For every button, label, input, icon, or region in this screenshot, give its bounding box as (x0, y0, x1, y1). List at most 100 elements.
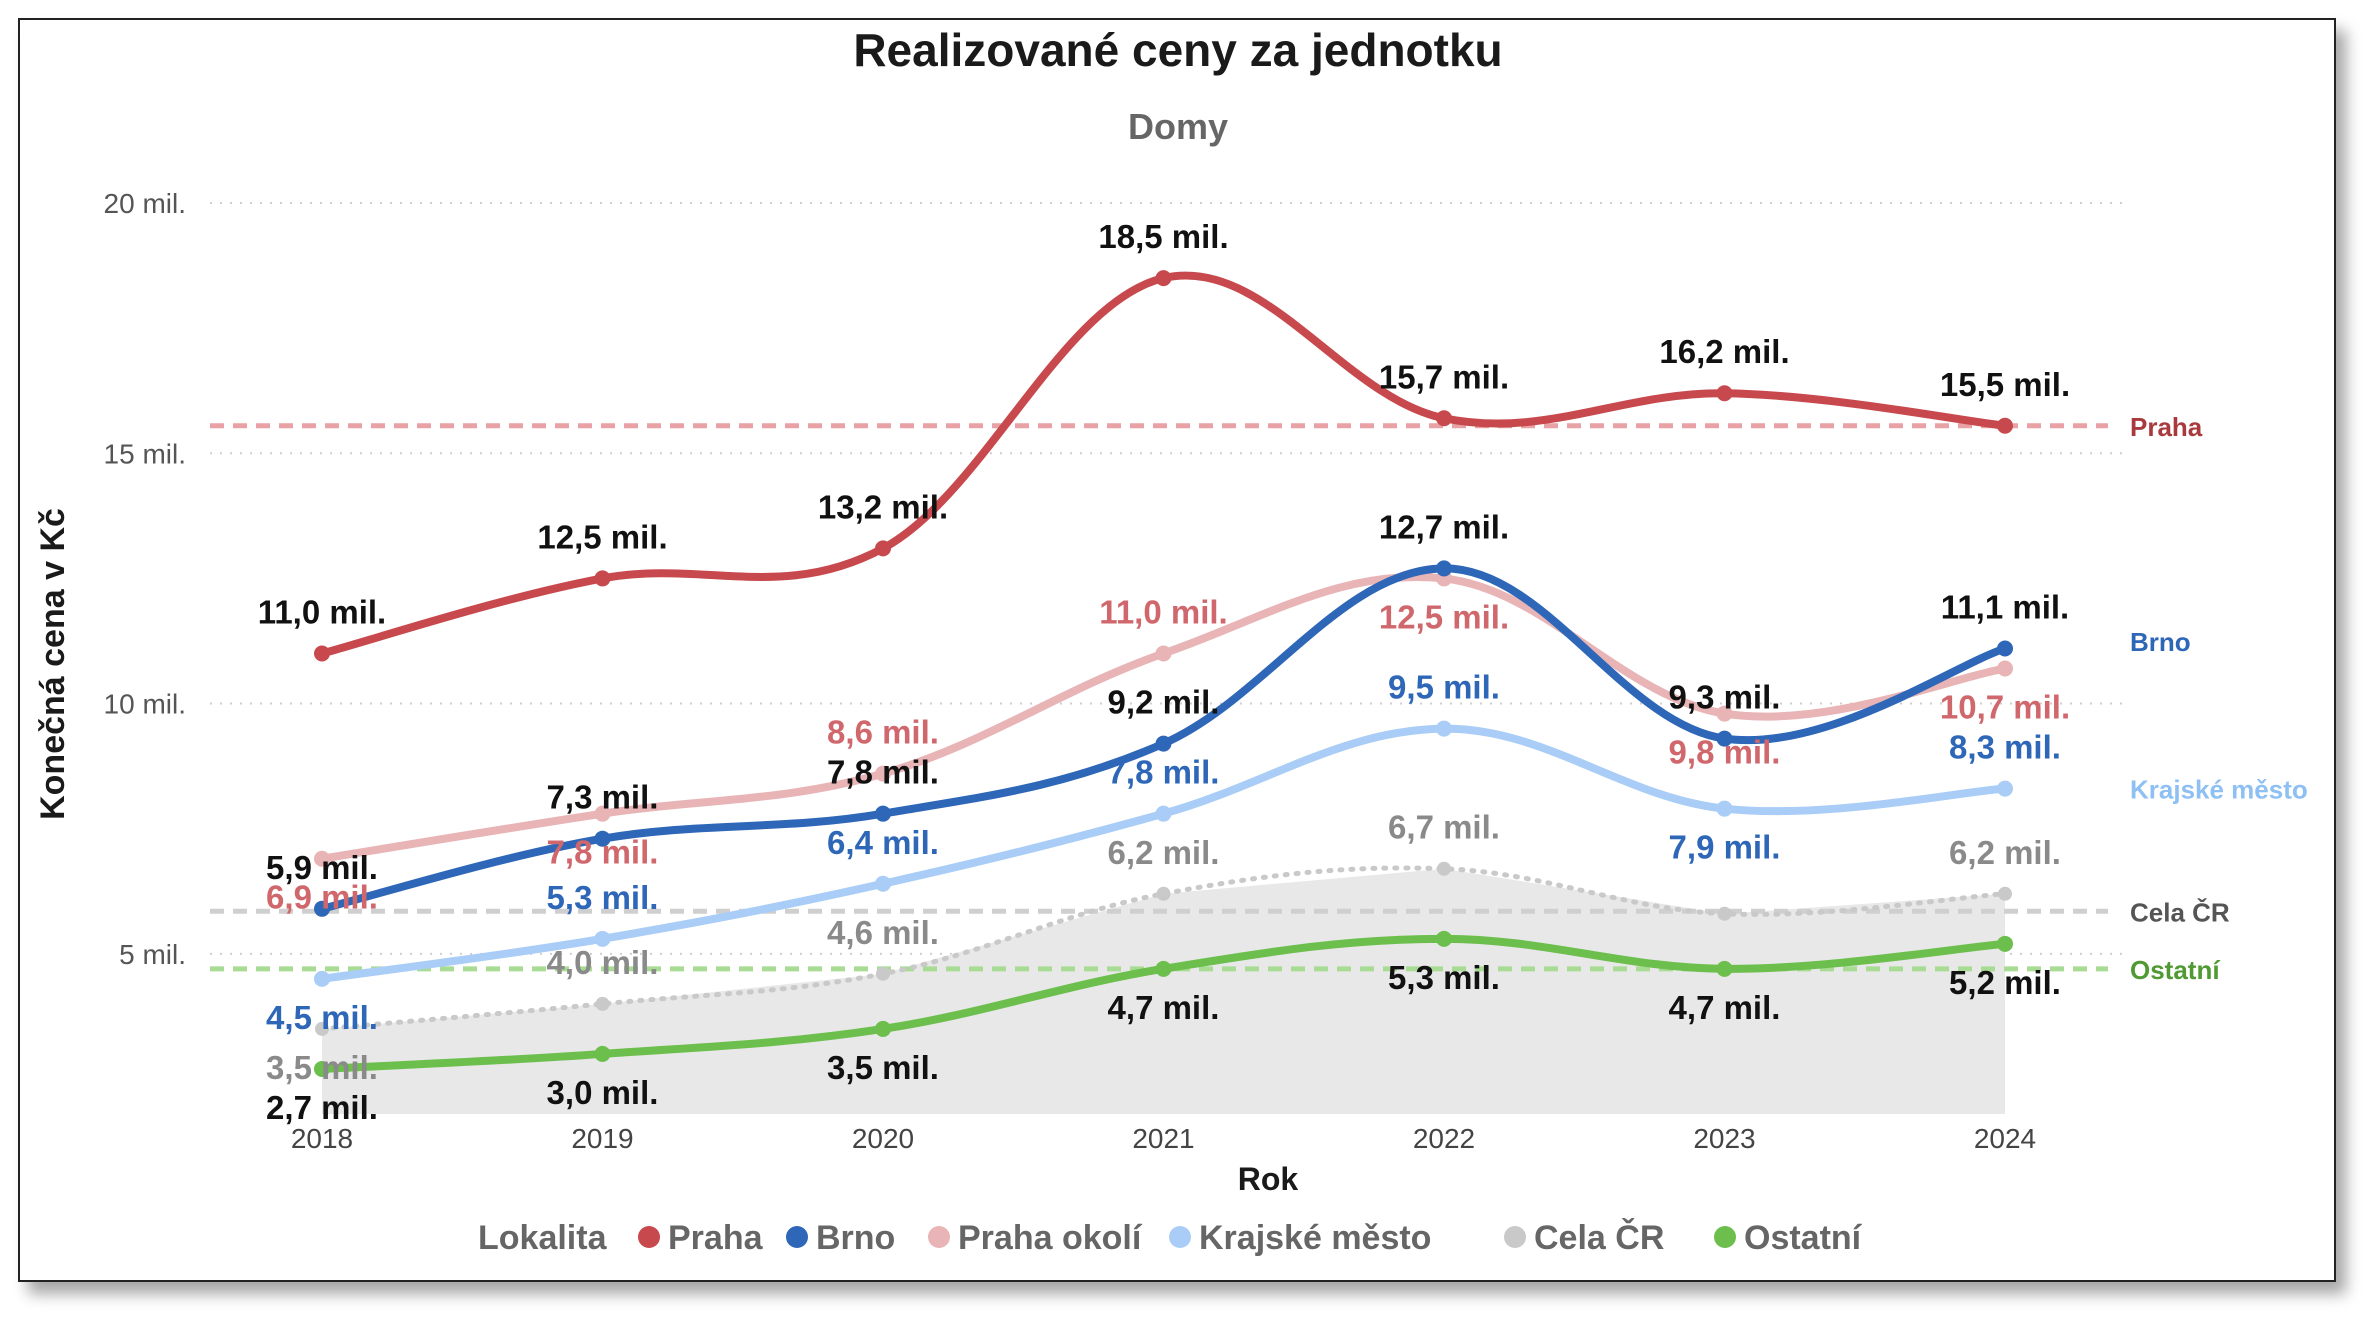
data-point (875, 765, 891, 782)
y-tick-label: 10 mil. (104, 689, 186, 720)
data-label: 5,3 mil. (547, 879, 659, 916)
data-point (1716, 960, 1733, 977)
data-label: 3,0 mil. (547, 1074, 659, 1111)
data-point (1436, 560, 1452, 577)
data-label: 11,1 mil. (1941, 589, 2069, 626)
data-point (875, 805, 891, 822)
data-point (875, 875, 891, 892)
data-label: 9,5 mil. (1388, 669, 1500, 706)
data-point (1717, 906, 1732, 921)
data-point (875, 1020, 891, 1037)
data-point (1155, 270, 1172, 287)
data-label: 8,3 mil. (1949, 729, 2061, 766)
data-label: 7,3 mil. (547, 779, 659, 816)
data-label: 5,3 mil. (1388, 959, 1500, 996)
legend-marker (638, 1226, 660, 1248)
data-point (594, 805, 611, 822)
data-label: 16,2 mil. (1659, 333, 1789, 370)
data-label: 10,7 mil. (1940, 689, 2070, 726)
x-tick-label: 2021 (1132, 1123, 1194, 1154)
legend-marker (1714, 1226, 1736, 1248)
data-point (875, 540, 891, 557)
data-label: 9,3 mil. (1669, 679, 1781, 716)
legend: Lokalita Praha Brno Praha okolí Krajské měst… (478, 1218, 1863, 1257)
data-label: 11,0 mil. (258, 594, 386, 631)
data-point (1716, 385, 1733, 402)
data-point (1716, 705, 1733, 722)
data-point (1997, 660, 2013, 677)
data-label: 15,5 mil. (1940, 366, 2070, 403)
data-point (1997, 780, 2013, 797)
data-point (314, 970, 330, 987)
y-axis-title: Konečná cena v Kč (34, 508, 72, 820)
legend-marker (1504, 1226, 1526, 1248)
legend-marker (928, 1226, 950, 1248)
data-label: 4,0 mil. (547, 944, 659, 981)
data-point (876, 966, 890, 981)
reference-line-label: Ostatní (2130, 955, 2220, 985)
data-label: 7,8 mil. (547, 834, 659, 871)
data-label: 4,7 mil. (1669, 989, 1781, 1026)
data-point (1716, 730, 1733, 747)
data-label: 4,7 mil. (1108, 989, 1220, 1026)
reference-line-label: Brno (2130, 627, 2191, 657)
data-point (1155, 805, 1172, 822)
data-point (594, 570, 611, 587)
x-tick-label: 2020 (852, 1123, 914, 1154)
data-label: 9,2 mil. (1108, 684, 1220, 721)
data-point (314, 900, 330, 917)
data-label: 6,2 mil. (1949, 834, 2061, 871)
data-point (314, 645, 330, 662)
cela-cr-area (322, 868, 2005, 1114)
data-label: 9,8 mil. (1669, 734, 1781, 771)
data-point (314, 1060, 330, 1077)
data-point (1436, 930, 1452, 947)
data-label: 7,9 mil. (1669, 829, 1781, 866)
reference-line-label: Praha (2130, 412, 2203, 442)
data-label: 12,5 mil. (537, 518, 667, 555)
data-label: 4,5 mil. (266, 999, 378, 1036)
data-label: 6,2 mil. (1108, 834, 1220, 871)
data-point (1155, 645, 1172, 662)
data-label: 3,5 mil. (266, 1049, 378, 1086)
data-point (595, 996, 610, 1011)
data-point (315, 1021, 329, 1036)
legend-label: Cela ČR (1534, 1218, 1664, 1257)
chart-title: Realizované ceny za jednotku (853, 24, 1502, 76)
data-label: 6,4 mil. (827, 824, 939, 861)
data-point (1436, 410, 1452, 427)
data-point (1997, 935, 2013, 952)
data-label: 11,0 mil. (1099, 594, 1227, 631)
legend-label: Praha okolí (958, 1219, 1143, 1257)
data-label: 12,7 mil. (1379, 508, 1509, 545)
y-tick-label: 5 mil. (119, 939, 186, 970)
data-label: 5,2 mil. (1949, 964, 2061, 1001)
data-label: 6,7 mil. (1388, 809, 1500, 846)
reference-line-label: Cela ČR (2130, 897, 2230, 927)
legend-title: Lokalita (478, 1219, 608, 1257)
data-label: 7,8 mil. (827, 754, 939, 791)
legend-label: Krajské město (1199, 1219, 1431, 1257)
data-point (594, 830, 611, 847)
legend-label: Ostatní (1744, 1219, 1863, 1257)
data-point (1716, 800, 1733, 817)
data-label: 13,2 mil. (818, 488, 948, 525)
data-label: 12,5 mil. (1379, 598, 1509, 635)
data-point (314, 850, 330, 867)
x-tick-label: 2019 (571, 1123, 633, 1154)
data-point (1155, 960, 1172, 977)
data-point (1156, 886, 1171, 901)
x-tick-label: 2024 (1974, 1123, 2036, 1154)
data-point (1997, 640, 2013, 657)
data-label: 6,9 mil. (266, 879, 378, 916)
data-point (1155, 735, 1172, 752)
legend-marker (786, 1226, 808, 1248)
data-label: 2,7 mil. (266, 1089, 378, 1126)
data-point (1436, 720, 1452, 737)
legend-label: Brno (816, 1219, 895, 1257)
data-point (1997, 417, 2013, 434)
x-tick-label: 2022 (1413, 1123, 1475, 1154)
x-axis-title: Rok (1238, 1161, 1299, 1197)
data-point (594, 1045, 611, 1062)
